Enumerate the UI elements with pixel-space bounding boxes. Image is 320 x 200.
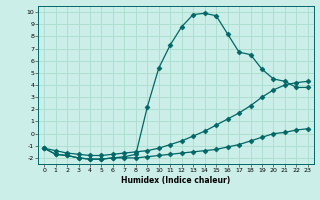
X-axis label: Humidex (Indice chaleur): Humidex (Indice chaleur) xyxy=(121,176,231,185)
